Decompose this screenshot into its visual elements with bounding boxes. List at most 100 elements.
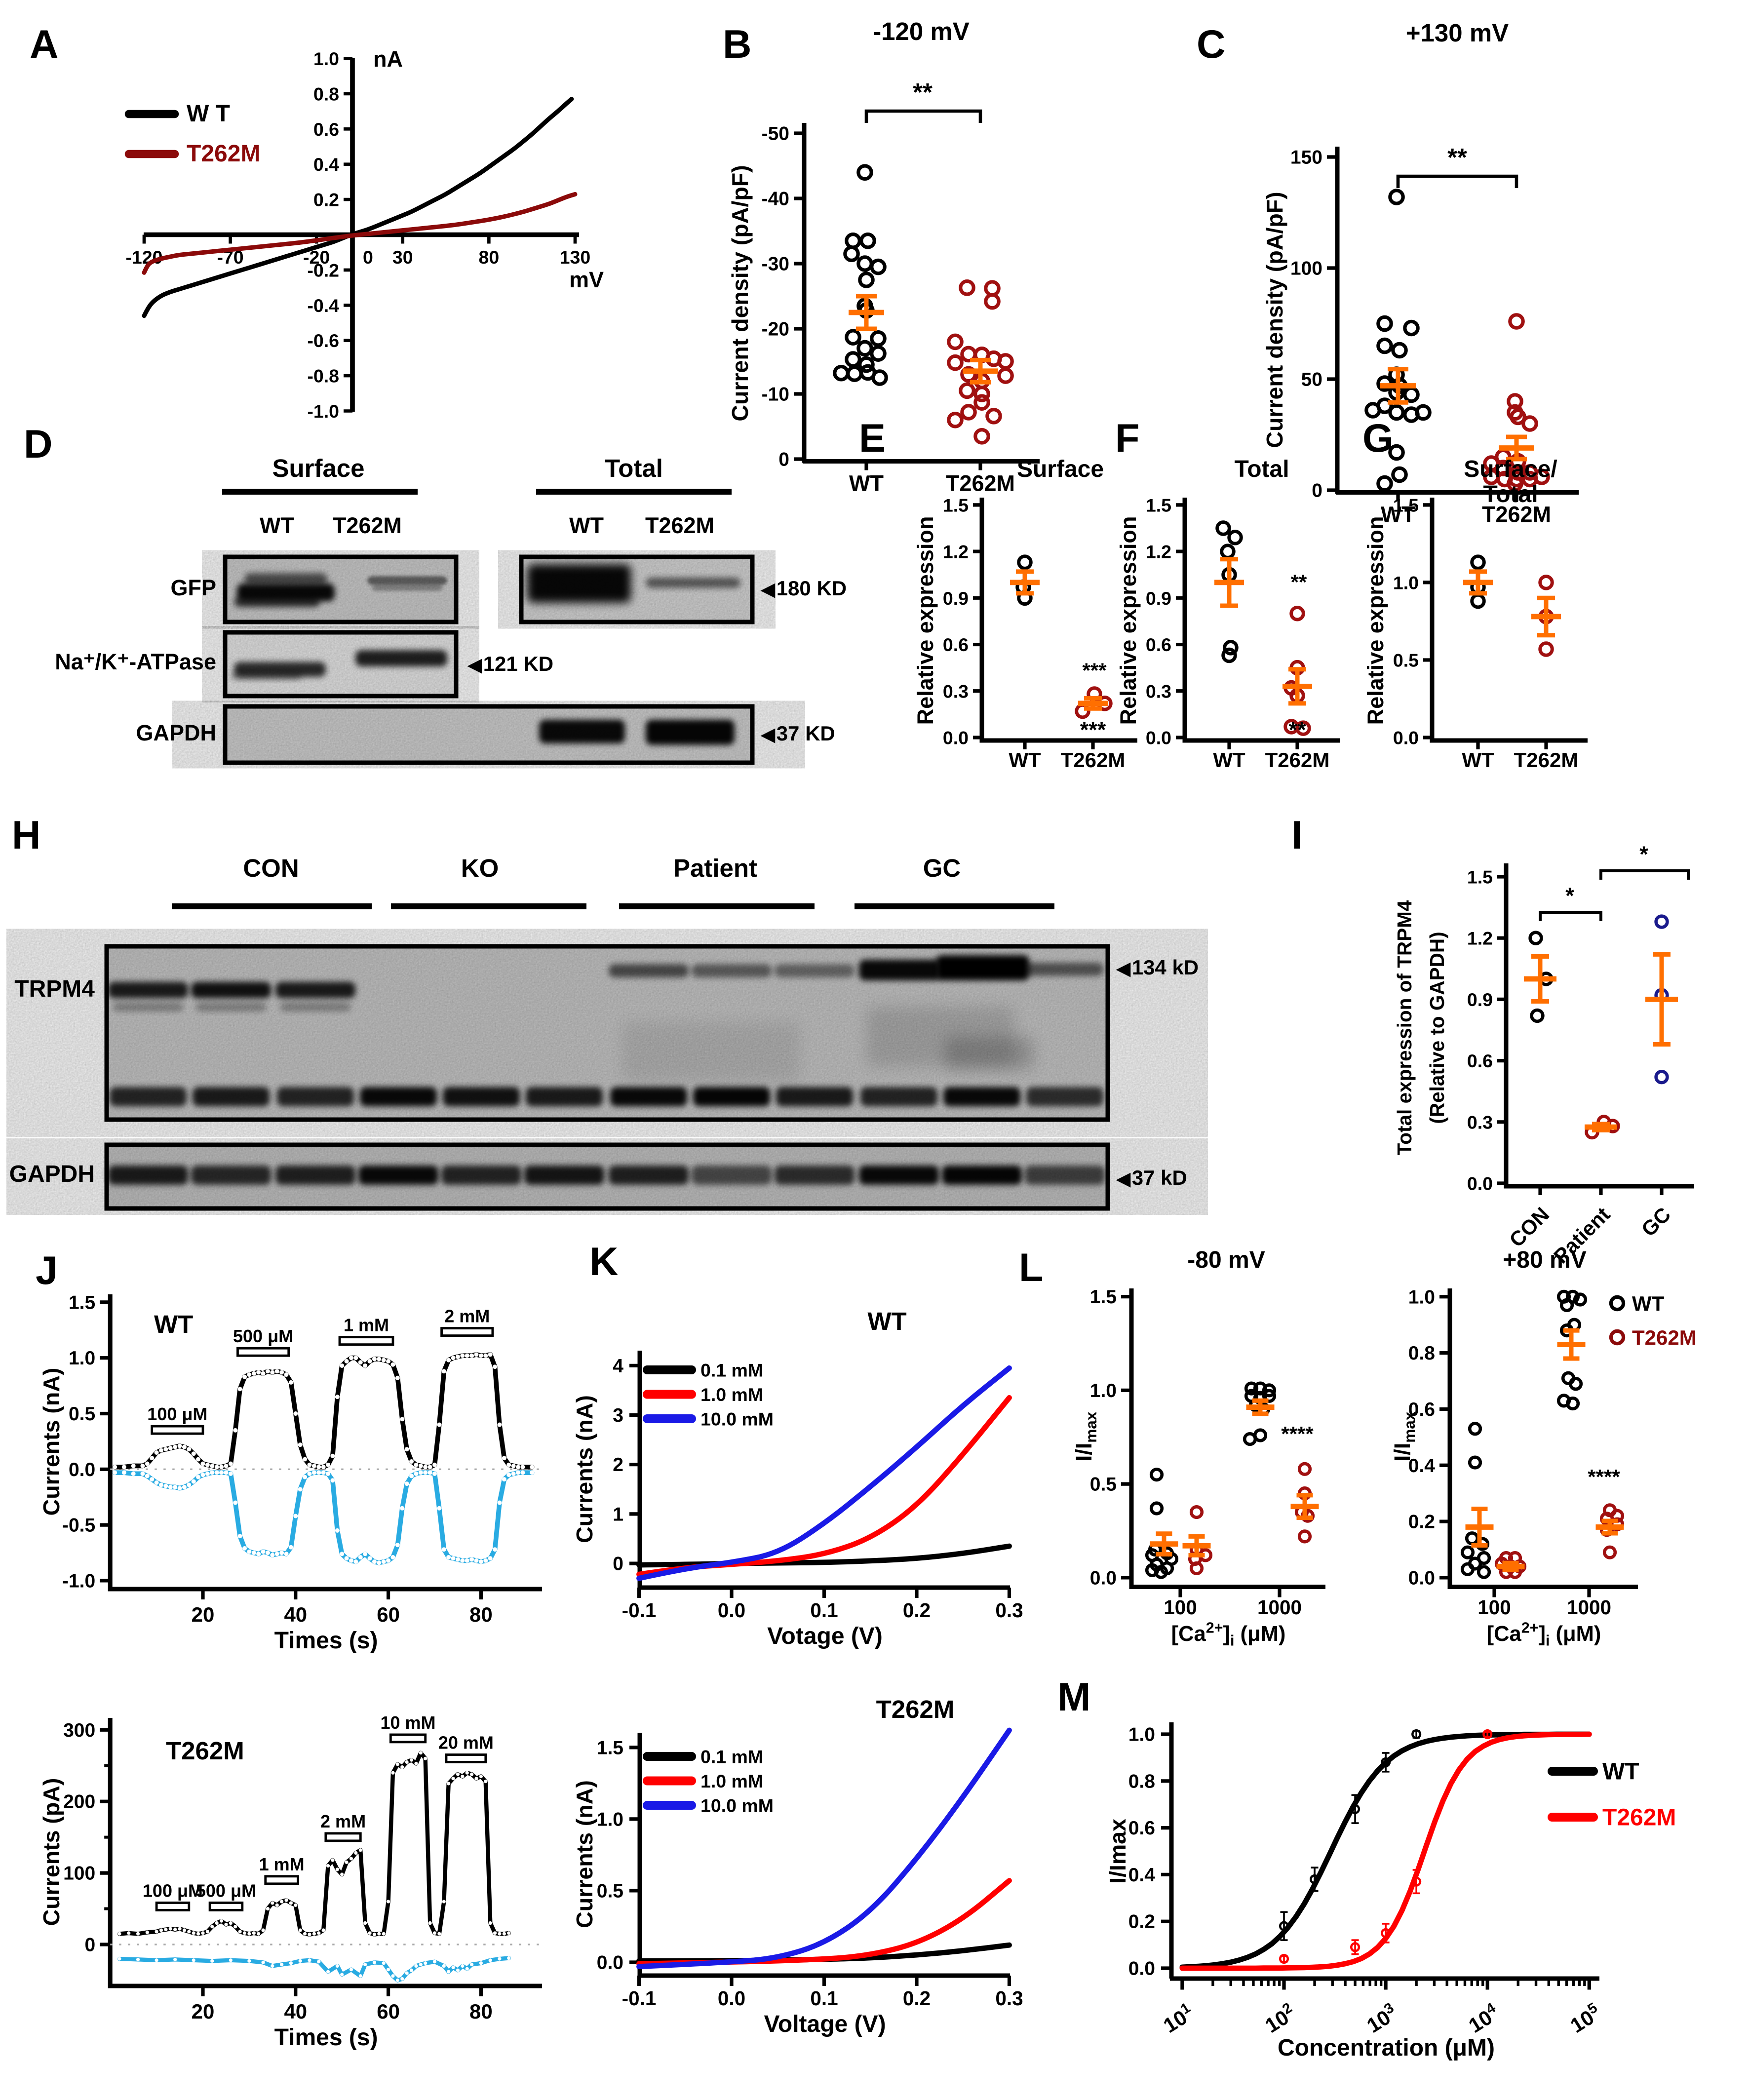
blot-d-row-gapdh: GAPDH [136,721,216,746]
y-tick-label: 0.0 [1467,1173,1493,1194]
application-bar-label: 500 μM [233,1326,293,1346]
y-tick-label: 0.4 [1128,1865,1156,1886]
x-tick-label: 80 [469,1603,493,1626]
y-tick-label: -1.0 [307,401,339,422]
y-tick-label: 3 [613,1405,623,1426]
x-category-label: GC [1637,1203,1675,1241]
x-tick-label: 80 [469,2000,493,2023]
blot-d-header-total: Total [604,455,663,483]
significance-stars: *** [1080,717,1106,742]
y-tick-label: -0.8 [307,366,339,387]
y-tick-label: 0.8 [1408,1343,1435,1364]
significance-stars: ** [1291,570,1307,593]
blot-d-row-nakatpase: Na⁺/K⁺-ATPase [55,650,216,675]
y-axis-label: Relative expression [913,516,938,725]
blot-d-lane-wt-surface: WT [259,514,294,539]
y-tick-label: 0.3 [943,681,969,701]
blot-d-marker-37kd: ◀37 KD [761,721,835,745]
x-axis-label: Votage (V) [767,1623,883,1649]
panel-title: WT [154,1310,193,1338]
panel-letter-e: E [859,416,886,461]
x-category-label: T262M [946,471,1015,496]
y-tick-label: 0 [778,449,789,470]
application-bar-label: 500 μM [196,1880,256,1901]
application-bar-label: 2 mM [444,1306,490,1326]
y-tick-label: 0.0 [1146,728,1171,748]
panel-letter-m: M [1057,1675,1091,1719]
panel-title: Total [1483,481,1538,507]
y-tick-label: 1.5 [1467,867,1493,888]
panel-C-chart: 0 50 100 150 WT T262M +130 mV Current density (… [1262,19,1579,527]
y-tick-label: 1.5 [597,1737,623,1758]
y-tick-label: 1.0 [69,1348,95,1369]
significance-stars: *** [1082,659,1107,682]
x-tick-label: 104 [1463,1999,1503,2037]
y-tick-label: 1.5 [1146,495,1171,515]
y-tick-label: 1.0 [1408,1286,1435,1308]
x-tick-label: 0.1 [810,1599,838,1622]
y-tick-label: -0.4 [307,295,339,316]
panel-K2-chart: 1.5 1.0 0.5 0.0 -0.1 0.0 0.1 0.2 0.3 Voltage (V) C… [572,1695,1023,2037]
significance-stars: ** [913,78,933,106]
y-tick-label: 0.5 [1393,650,1419,670]
y-tick-label: 4 [613,1356,623,1377]
panel-letter-k: K [589,1240,619,1284]
y-tick-label: -40 [762,189,789,210]
panel-letter-b: B [723,22,752,67]
y-tick-label: 0.3 [1467,1112,1493,1132]
application-bar-label: 100 μM [147,1404,207,1424]
y-tick-label: 0.0 [1090,1567,1117,1589]
y-tick-label: 1.0 [313,48,339,69]
legend-label: 0.1 mM [700,1747,763,1767]
y-tick-label: 0.6 [1467,1050,1493,1071]
panel-L1-chart: 0.0 0.5 1.0 1.5 100 1000[Ca2+]i (μM) I/Imax -80… [1071,1247,1325,1649]
x-tick-label: 1000 [1567,1596,1611,1619]
blot-d-header-surface: Surface [272,455,365,483]
y-axis-label: Current density (pA/pF) [727,165,753,421]
y-tick-label: 0.0 [1408,1567,1435,1589]
x-tick-label: 20 [192,2000,215,2023]
panel-F-chart: 0.0 0.3 0.6 0.9 1.2 1.5 WT T262M Total Relative e… [1116,456,1340,772]
y-tick-label: 1.0 [1090,1380,1117,1401]
y-tick-label: 0.4 [1408,1455,1436,1477]
y-tick-label: 100 [63,1863,95,1884]
blot-d-lane-wt-total: WT [569,514,604,539]
x-tick-label: 80 [479,247,500,268]
panel-K1-chart: 4 3 2 1 0 -0.1 0.0 0.1 0.2 0.3 Votage (V) Currents … [572,1307,1023,1649]
significance-stars: * [1639,842,1648,867]
panel-letter-l: L [1019,1245,1044,1290]
y-tick-label: 1.5 [1090,1286,1117,1308]
y-tick-label: 0.6 [1128,1818,1155,1839]
left-arrow-icon: ◀ [468,655,483,675]
panel-G-chart: 0.00.51.01.5WT T262MSurface/TotalRelative… [1363,456,1588,772]
y-tick-label: 1.5 [943,495,969,515]
x-tick-label: 130 [560,247,591,268]
y-tick-label: 1.0 [1128,1724,1155,1746]
x-tick-label: 40 [284,2000,307,2023]
legend-label: 1.0 mM [700,1384,763,1405]
y-tick-label: 0.2 [1408,1512,1435,1533]
x-category-label: T262M [1482,502,1551,527]
application-bar-label: 100 μM [143,1880,203,1901]
panel-title: T262M [166,1737,244,1765]
x-category-label: WT [849,471,884,496]
y-tick-label: 200 [63,1791,95,1813]
blot-h-group-ko: KO [461,855,499,883]
x-tick-label: 100 [1477,1596,1511,1619]
blot-d-lane-t262m-surface: T262M [332,514,402,539]
panel-E-chart: 0.00.30.60.91.21.5WT T262MSurfaceRelative… [913,456,1137,772]
panel-title: T262M [876,1695,955,1723]
y-axis-label: Currents (nA) [39,1368,64,1516]
y-tick-label: 0.6 [313,119,339,140]
legend-label: 10.0 mM [700,1795,774,1816]
panel-title: Total [1234,456,1289,482]
y-tick-label: 2 [613,1454,623,1476]
y-tick-label: 0.0 [69,1459,95,1480]
panel-letter-i: I [1291,813,1303,857]
y-tick-label: -0.5 [62,1515,95,1536]
application-bar-label: 2 mM [320,1811,366,1831]
